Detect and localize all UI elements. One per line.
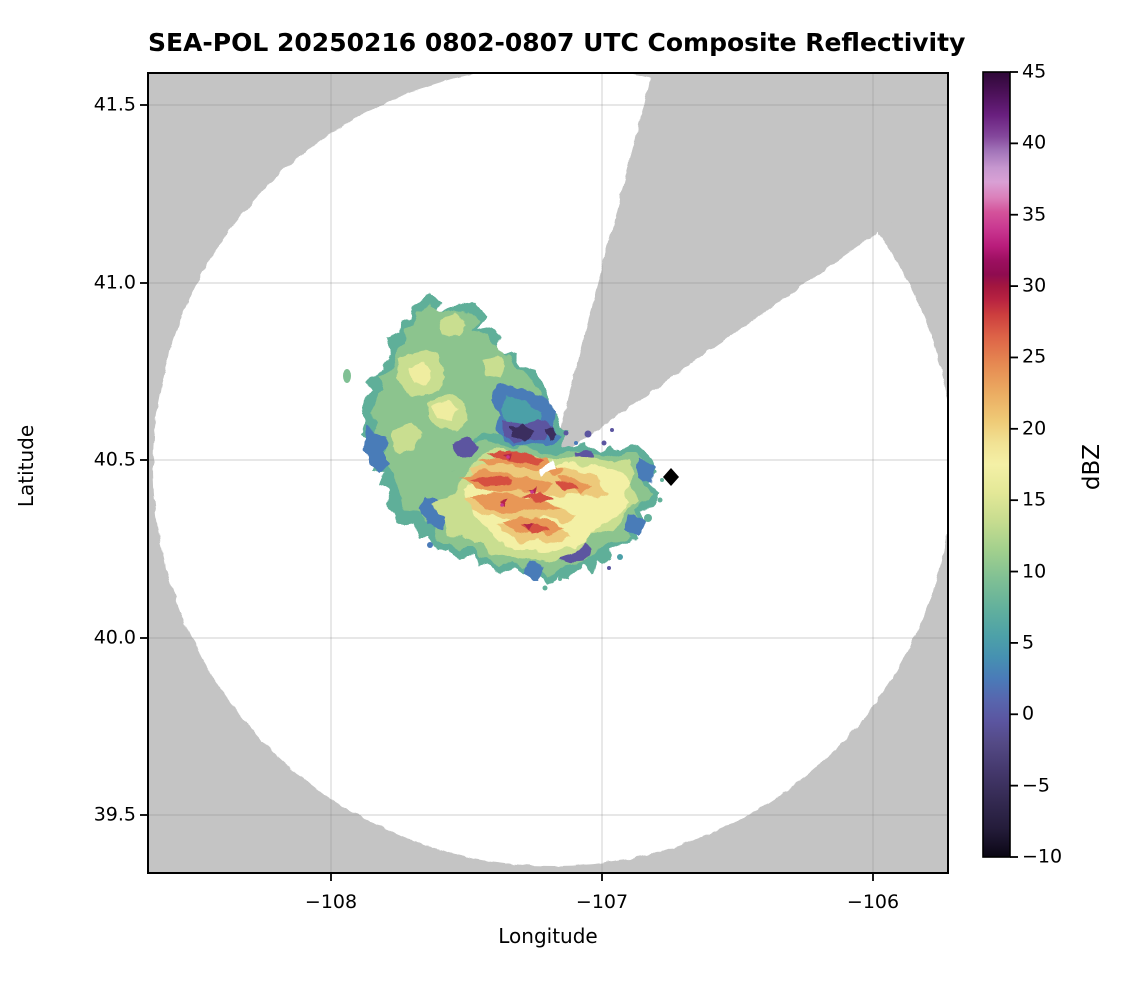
echo-speck-16: [500, 503, 504, 507]
echo-speck-10: [542, 585, 548, 591]
plot-spines: [147, 72, 949, 874]
x-tick-label-−106: −106: [846, 891, 900, 913]
echo-blob-pale-n1: [408, 362, 432, 384]
reflectivity-echo-field: [343, 291, 664, 591]
colorbar-tick-label-0: 0: [1022, 702, 1035, 725]
echo-speck-8: [563, 430, 569, 436]
figure-title: SEA-POL 20250216 0802-0807 UTC Composite…: [148, 28, 966, 57]
colorbar-tick-label-−10: −10: [1022, 845, 1063, 868]
colorbar-tick-label-40: 40: [1022, 131, 1047, 154]
echo-speck-13: [660, 478, 664, 482]
echo-blob-ygreen-n4: [439, 313, 466, 337]
y-tick-label-39.5: 39.5: [93, 803, 136, 826]
colorbar-tick-label-5: 5: [1022, 631, 1035, 654]
colorbar-tick-label-30: 30: [1022, 274, 1047, 297]
echo-blob-ygreen-n3: [388, 423, 421, 453]
blocked-sector-wedge: [552, 73, 948, 462]
echo-speck-2: [657, 497, 663, 503]
echo-speck-0: [343, 369, 351, 383]
echo-blob-indigo-1: [511, 425, 535, 441]
colorbar-tick-label-15: 15: [1022, 488, 1047, 511]
colorbar-tick-label-25: 25: [1022, 345, 1047, 368]
colorbar: [982, 71, 1011, 858]
echo-blob-blue-w: [364, 428, 391, 475]
echo-blob-crimson-4: [524, 523, 533, 530]
radar-apex-notch: [539, 459, 556, 477]
echo-blob-indigo-2: [543, 427, 558, 441]
site-marker-diamond: [663, 468, 679, 486]
axis-ticks: [140, 104, 874, 881]
y-tick-label-40.0: 40.0: [93, 626, 136, 649]
echo-blob-blue-e2: [624, 514, 646, 536]
x-axis-label: Longitude: [498, 924, 598, 948]
echo-blob-blue-e1: [637, 459, 655, 483]
echo-blob-orange-3: [470, 492, 560, 513]
x-tick-label-−107: −107: [575, 891, 629, 913]
echo-speck-4: [427, 542, 433, 548]
echo-blob-pale-n2: [432, 400, 458, 420]
echo-blob-teal-ne-inner: [500, 395, 544, 428]
echo-blob-blue-s: [523, 559, 545, 581]
echo-blob-red-5: [556, 480, 578, 492]
echo-blob-purple-mid: [452, 438, 479, 457]
echo-speck-12: [607, 566, 611, 570]
colorbar-ticks: [1010, 71, 1018, 858]
echo-speck-15: [530, 490, 534, 494]
echo-speck-6: [601, 440, 607, 446]
echo-speck-5: [584, 430, 592, 438]
echo-blob-red-2: [470, 475, 512, 486]
echo-speck-1: [644, 514, 652, 522]
echo-speck-9: [574, 441, 578, 445]
echo-blob-ygreen-n5: [484, 356, 506, 378]
echo-blob-red-3: [522, 492, 552, 504]
colorbar-tick-label-20: 20: [1022, 417, 1047, 440]
colorbar-tick-label-45: 45: [1022, 60, 1047, 83]
y-tick-label-41.5: 41.5: [93, 93, 136, 116]
echo-speck-3: [617, 554, 623, 560]
echo-blob-red-1: [488, 450, 545, 465]
echo-speck-11: [558, 577, 562, 581]
x-tick-label-−108: −108: [304, 891, 358, 913]
echo-blob-orange-5: [558, 476, 592, 493]
colorbar-tick-label-10: 10: [1022, 560, 1047, 583]
colorbar-tick-label-35: 35: [1022, 203, 1047, 226]
echo-blob-crimson-3: [499, 500, 508, 507]
colorbar-tick-label-−5: −5: [1022, 774, 1051, 797]
echo-speck-14: [506, 455, 510, 459]
y-tick-label-40.5: 40.5: [93, 448, 136, 471]
plot-area: [148, 73, 948, 873]
echo-speck-7: [610, 428, 614, 432]
y-tick-label-41.0: 41.0: [93, 271, 136, 294]
